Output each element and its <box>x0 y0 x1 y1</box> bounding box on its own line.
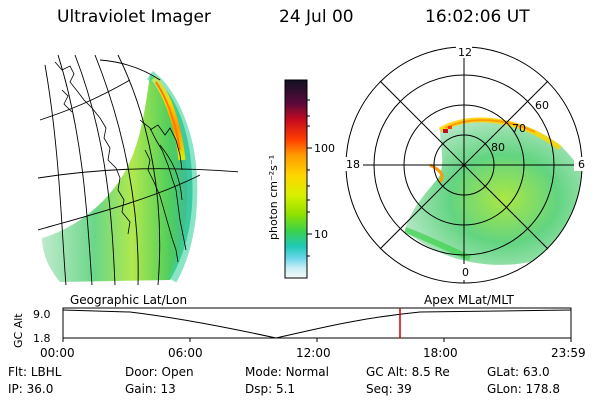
geographic-image <box>38 54 238 285</box>
info-gc-alt: GC Alt: 8.5 Re <box>366 365 450 379</box>
date-label: 24 Jul 00 <box>279 7 354 27</box>
colorbar-unit-label: photon cm⁻²s⁻¹ <box>267 155 280 240</box>
mlt-label-18: 18 <box>346 158 360 171</box>
info-door: Door: Open <box>125 365 194 379</box>
colorbar-tick-100: 100 <box>314 142 335 155</box>
info-flt: Flt: LBHL <box>8 365 62 379</box>
timeline-ylabel: GC Alt <box>12 313 25 348</box>
info-dsp: Dsp: 5.1 <box>245 382 296 396</box>
timeline-xtick-0: 00:00 <box>40 346 75 360</box>
geographic-caption: Geographic Lat/Lon <box>70 293 187 307</box>
info-mode: Mode: Normal <box>245 365 329 379</box>
mlt-label-6: 6 <box>578 158 585 171</box>
mlt-label-12: 12 <box>458 46 472 59</box>
instrument-title: Ultraviolet Imager <box>57 7 211 27</box>
mlat-label-80: 80 <box>491 141 505 154</box>
info-seq: Seq: 39 <box>366 382 412 396</box>
timeline-ytick-top: 9.0 <box>33 308 51 321</box>
timeline-xtick-4: 23:59 <box>551 346 586 360</box>
polar-image <box>404 117 582 265</box>
timeline-xtick-3: 18:00 <box>423 346 458 360</box>
mlat-label-60: 60 <box>535 99 549 112</box>
timeline-xtick-2: 12:00 <box>296 346 331 360</box>
info-glat: GLat: 63.0 <box>487 365 550 379</box>
time-label: 16:02:06 UT <box>425 7 530 27</box>
info-glon: GLon: 178.8 <box>487 382 560 396</box>
timeline-frame <box>62 307 572 339</box>
info-gain: Gain: 13 <box>125 382 176 396</box>
altitude-curve <box>62 309 572 339</box>
mlat-label-70: 70 <box>512 122 526 135</box>
info-ip: IP: 36.0 <box>8 382 54 396</box>
timeline-ytick-bottom: 1.8 <box>33 332 51 345</box>
polar-caption: Apex MLat/MLT <box>424 293 514 307</box>
timeline-xtick-1: 06:00 <box>168 346 203 360</box>
mlt-label-0: 0 <box>462 266 469 279</box>
colorbar-tick-10: 10 <box>314 228 328 241</box>
